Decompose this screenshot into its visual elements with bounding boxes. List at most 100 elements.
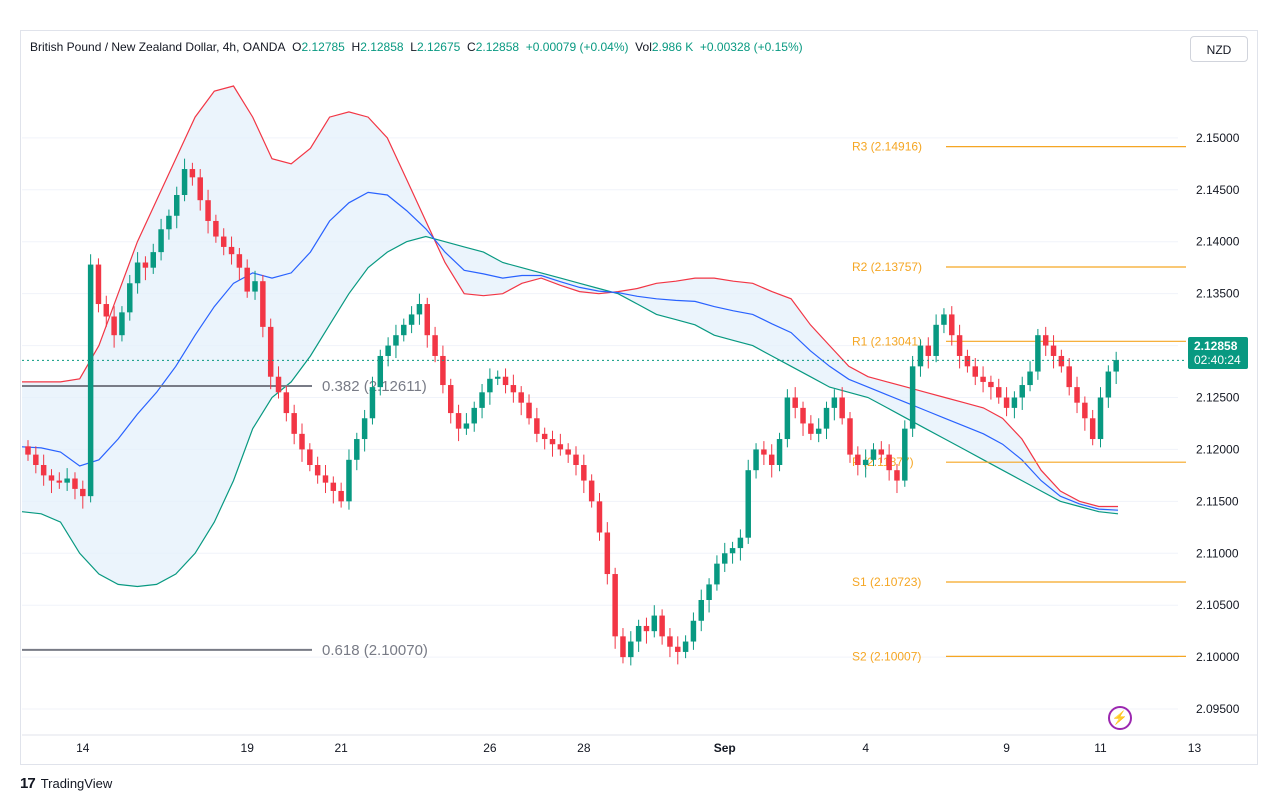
candle-body [220,236,227,247]
candle-body [894,470,900,481]
candle-body [635,625,642,642]
x-tick-label: 9 [1003,741,1010,755]
candle-body [541,433,548,440]
candle-body [941,314,947,325]
candle-body [369,387,376,419]
candle-body [393,335,399,346]
last-price: 2.12858 [1194,339,1238,353]
candle-body [909,366,916,429]
candle-body [651,615,658,632]
candle-body [823,407,830,429]
pivot-label: R3 (2.14916) [852,140,922,154]
candle-body [494,376,501,379]
candle-body [667,636,673,647]
close-label: C [467,40,476,54]
open-label: O [292,40,302,54]
candle-body [40,465,47,476]
candle-body [377,355,384,388]
candle-body [275,376,282,393]
candle-body [424,304,430,336]
change-value: +0.00079 (+0.04%) [525,40,629,54]
candle-body [690,620,697,642]
candle-body [1074,387,1080,403]
pivot-label: R2 (2.13757) [852,260,922,274]
candle-body [346,459,352,502]
candle-body [1089,418,1096,440]
candle-body [612,574,618,637]
tradingview-icon: 17 [20,775,36,792]
candle-body [682,641,689,652]
candle-body [80,488,86,497]
candle-body [518,392,524,403]
high-label: H [351,40,361,54]
candle-body [902,428,908,481]
candle-body [933,324,939,356]
candle-body [95,264,102,305]
candle-body [886,454,892,471]
y-tick-label: 2.14000 [1196,235,1240,249]
bb-upper-line [22,85,1118,508]
candle-body [768,454,775,465]
candle-body [729,548,736,554]
candle-body [64,478,70,483]
candle-body [604,532,611,575]
open-value: 2.12785 [301,40,345,54]
x-tick-label: 11 [1094,741,1107,755]
candle-body [134,262,141,284]
candle-body [244,267,250,292]
candle-body [291,413,297,434]
lightning-icon[interactable]: ⚡ [1108,706,1132,730]
x-tick-label: Sep [714,741,736,755]
candle-body [1042,335,1049,346]
candle-body [87,264,94,497]
candle-body [354,439,360,460]
candle-body [33,454,39,465]
y-tick-label: 2.11000 [1196,546,1239,560]
y-tick-label: 2.12000 [1196,442,1240,456]
candle-body [722,553,728,564]
candle-body [745,470,751,538]
y-tick-label: 2.10000 [1196,650,1240,664]
x-tick-label: 21 [334,741,348,755]
candle-body [831,397,838,408]
y-tick-label: 2.12500 [1196,391,1240,405]
symbol-header: British Pound / New Zealand Dollar, 4h, … [30,40,803,54]
candle-body [72,478,78,489]
candle-body [25,446,31,455]
candle-body [596,501,603,533]
candle-body [205,200,211,221]
candle-body [620,636,626,658]
candle-body [510,385,517,393]
y-tick-label: 2.15000 [1196,131,1240,145]
y-tick-label: 2.09500 [1196,702,1240,716]
currency-button[interactable]: NZD [1190,36,1248,62]
candle-body [972,366,978,377]
candle-body [839,397,845,419]
tradingview-logo[interactable]: 17 TradingView [20,775,112,792]
candle-body [127,283,133,313]
candle-body [534,418,540,434]
bar-countdown: 02:40:24 [1194,353,1241,367]
candle-body [432,335,438,356]
candle-body [956,335,963,356]
x-tick-label: 28 [577,741,591,755]
candle-body [330,482,337,491]
candle-body [753,449,759,471]
y-tick-label: 2.13500 [1196,287,1240,301]
candle-body [158,229,164,253]
candle-body [228,246,235,255]
candle-body [996,387,1002,398]
candle-body [1003,397,1010,408]
vol-change-value: +0.00328 (+0.15%) [699,40,803,54]
candle-body [48,475,55,481]
candle-body [706,584,712,600]
candle-body [988,381,994,388]
candle-body [737,537,744,549]
close-value: 2.12858 [475,40,520,54]
candle-body [792,397,798,408]
x-tick-label: 14 [76,741,90,755]
candle-body [448,385,454,414]
symbol-title[interactable]: British Pound / New Zealand Dollar, 4h, … [30,40,286,54]
candle-body [236,254,243,268]
